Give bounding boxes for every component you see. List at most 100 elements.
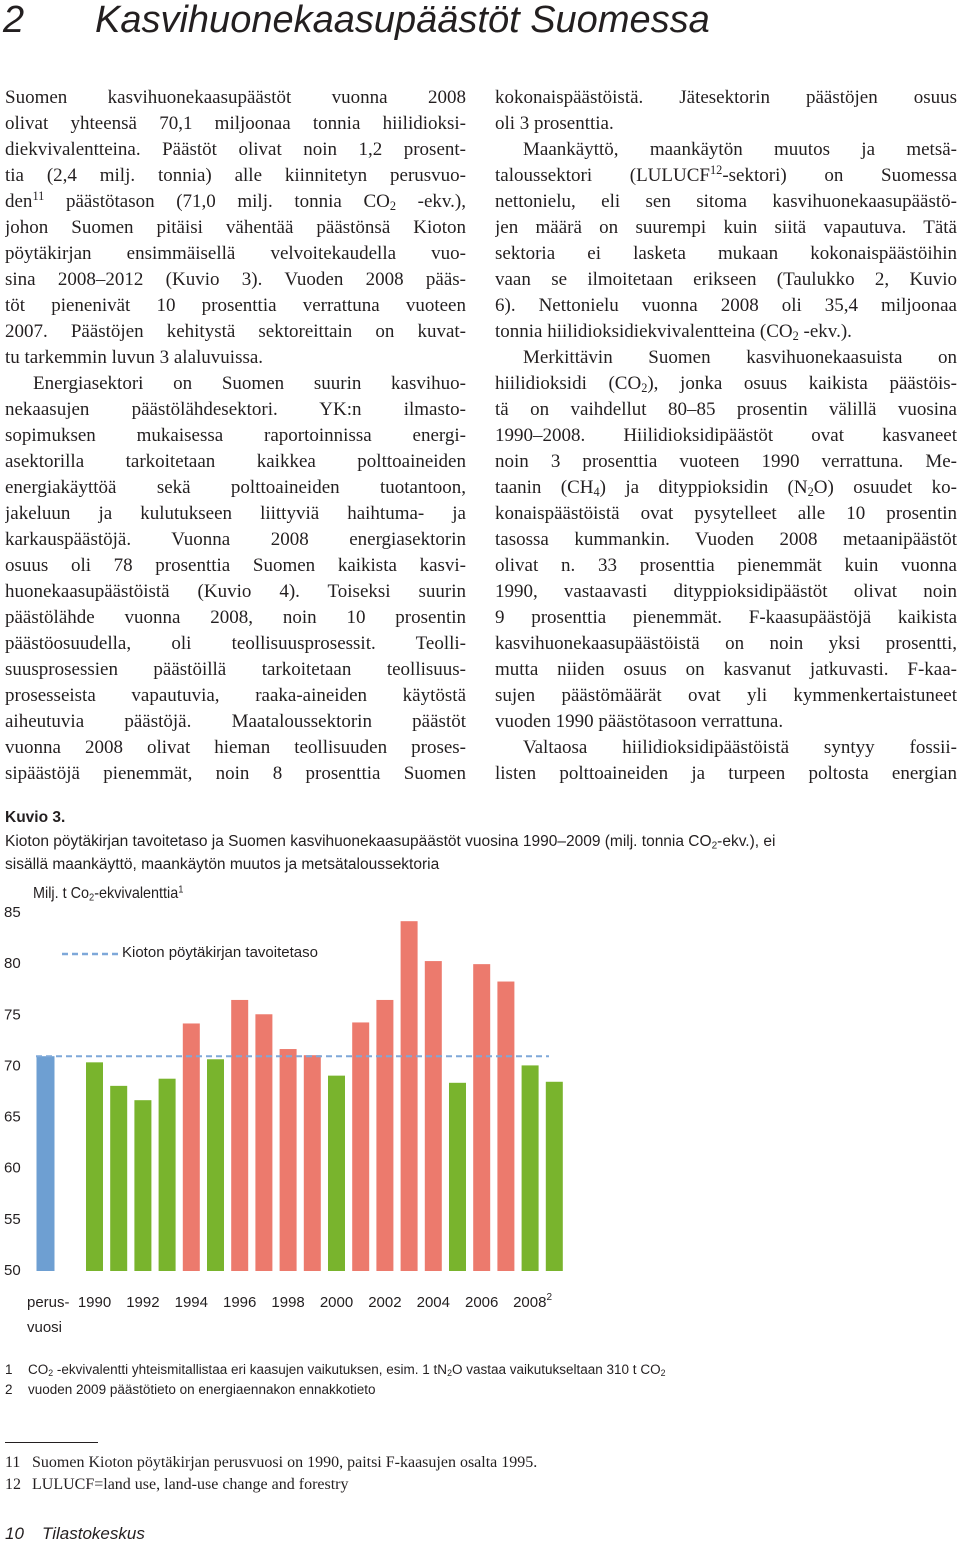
bar xyxy=(255,1014,273,1271)
text-line: hiilidioksidi (CO2), jonka osuus kaikist… xyxy=(495,371,957,397)
caption-line: sisällä maankäyttö, maankäytön muutos ja… xyxy=(5,853,775,876)
text-run: Merkittävin Suomen kasvihuonekaasuista o… xyxy=(523,347,957,368)
text-line: olivat n. 33 prosenttia pienemmät kuin v… xyxy=(495,553,957,579)
y-tick-label: 65 xyxy=(4,1109,21,1126)
text-line: oli 3 prosenttia. xyxy=(495,111,957,137)
bar xyxy=(207,1059,224,1271)
text-line: suusprosessien päästöillä tarkoitetaan t… xyxy=(5,657,466,683)
text-run: aiheutuvia päästöjä. Maataloussektorin p… xyxy=(5,711,466,732)
text-line: asektorilla tarkoitetaan kaikkea polttoa… xyxy=(5,449,466,475)
text-run: den xyxy=(5,191,33,212)
text-run: sisällä maankäyttö, maankäytön muutos ja… xyxy=(5,856,440,873)
text-run: päästölähde vuonna 2008, noin 10 prosent… xyxy=(5,607,466,628)
bar xyxy=(352,1022,370,1271)
x-tick-label: perus- xyxy=(27,1294,70,1311)
text-line: Energiasektori on Suomen suurin kasvihuo… xyxy=(5,371,466,397)
text-run: vuonna 2008 olivat hieman teollisuuden p… xyxy=(5,737,466,758)
text-line: jakeluun ja kulutukseen liittyviä haihtu… xyxy=(5,501,466,527)
footnote-number: 12 xyxy=(5,1476,21,1493)
text-line: vuonna 2008 olivat hieman teollisuuden p… xyxy=(5,735,466,761)
text-run: Kioton pöytäkirjan tavoitetaso ja Suomen… xyxy=(5,833,712,850)
text-line: listen polttoaineiden ja turpeen poltost… xyxy=(495,761,957,787)
bar xyxy=(424,961,442,1271)
text-run: päästötason (71,0 milj. tonnia CO xyxy=(44,191,390,212)
text-run: Milj. t Co xyxy=(33,885,90,902)
paragraph: Valtaosa hiilidioksidipäästöistä syntyy … xyxy=(495,735,957,787)
text-run: olivat yhteensä 70,1 miljoonaa tonnia hi… xyxy=(5,113,466,134)
text-line: Valtaosa hiilidioksidipäästöistä syntyy … xyxy=(495,735,957,761)
subscript: 2 xyxy=(807,485,814,500)
text-run: nettonielu, eli sen sitoma kasvihuonekaa… xyxy=(495,191,957,212)
text-run: pöytäkirjan ensimmäisellä velvoitekaudel… xyxy=(5,243,466,264)
text-run: -ekvivalenttia xyxy=(94,885,179,902)
text-line: sipäästöjä pienemmät, noin 8 prosenttia … xyxy=(5,761,466,787)
text-line: 2007. Päästöjen kehitystä sektoreittain … xyxy=(5,319,466,345)
text-run: sipäästöjä pienemmät, noin 8 prosenttia … xyxy=(5,763,466,784)
text-run: jen määrä on suurempi kuin siitä vapautu… xyxy=(495,217,957,238)
text-run: suusprosessien päästöillä tarkoitetaan t… xyxy=(5,659,466,680)
bar xyxy=(328,1075,345,1271)
text-run: ) ja dityppioksidin (N xyxy=(599,477,808,498)
bar xyxy=(521,1065,539,1271)
bar xyxy=(449,1082,466,1271)
figure-caption: Kioton pöytäkirjan tavoitetaso ja Suomen… xyxy=(5,830,775,876)
text-run: Valtaosa hiilidioksidipäästöistä syntyy … xyxy=(523,737,957,758)
text-run: sina 2008–2012 (Kuvio 3). Vuoden 2008 pä… xyxy=(5,269,466,290)
footnote-number: 11 xyxy=(5,1454,21,1471)
text-run: tonnia hiilidioksidiekvivalentteina (CO xyxy=(495,321,793,342)
text-line: den11 päästötason (71,0 milj. tonnia CO2… xyxy=(5,189,466,215)
text-run: kokonaispäästöistä. Jätesektorin päästöj… xyxy=(495,87,957,108)
text-line: tä on vaihdellut 80–85 prosentin välillä… xyxy=(495,397,957,423)
text-run: oli 3 prosenttia. xyxy=(495,113,614,134)
bar xyxy=(110,1085,128,1271)
figure-label: Kuvio 3. xyxy=(5,809,66,826)
text-run: energiakäyttöä sekä polttoaineiden tuota… xyxy=(5,477,466,498)
text-run: taloussektori (LULUCF xyxy=(495,165,710,186)
y-tick-label: 70 xyxy=(4,1057,21,1074)
text-run: vaan se ilmoitetaan erikseen (Taulukko 2… xyxy=(495,269,957,290)
bar xyxy=(231,999,249,1271)
text-line: vaan se ilmoitetaan erikseen (Taulukko 2… xyxy=(495,267,957,293)
text-column: Suomen kasvihuonekaasupäästöt vuonna 200… xyxy=(5,85,466,787)
subscript: 2 xyxy=(89,892,95,904)
text-run: -ekv.), ei xyxy=(717,833,776,850)
text-run: Maankäyttö, maankäytön muutos ja metsä- xyxy=(523,139,957,160)
text-line: 1990–2008. Hiilidioksidipäästöt ovat kas… xyxy=(495,423,957,449)
text-line: 6). Nettonielu vuonna 2008 oli 35,4 milj… xyxy=(495,293,957,319)
text-run: tia (2,4 milj. tonnia) alle kiinnitetyn … xyxy=(5,165,466,186)
bar xyxy=(86,1062,103,1271)
y-tick-label: 60 xyxy=(4,1160,21,1177)
footnote-text: LULUCF=land use, land-use change and for… xyxy=(32,1476,349,1493)
text-line: olivat yhteensä 70,1 miljoonaa tonnia hi… xyxy=(5,111,466,137)
bar xyxy=(303,1055,321,1271)
text-line: nettonielu, eli sen sitoma kasvihuonekaa… xyxy=(495,189,957,215)
x-tick-label: 1992 xyxy=(126,1294,159,1311)
text-line: taanin (CH4) ja dityppioksidin (N2O) osu… xyxy=(495,475,957,501)
text-line: konaispäästöistä ovat pysytelleet alle 1… xyxy=(495,501,957,527)
bar xyxy=(158,1078,176,1271)
text-run: -ekv.), xyxy=(396,191,466,212)
text-run: huonekaasupäästöistä (Kuvio 4). Toiseksi… xyxy=(5,581,466,602)
text-run: 2007. Päästöjen kehitystä sektoreittain … xyxy=(5,321,466,342)
text-line: töt pienenivät 10 prosenttia verrattuna … xyxy=(5,293,466,319)
bar xyxy=(279,1049,297,1271)
text-run: olivat n. 33 prosenttia pienemmät kuin v… xyxy=(495,555,957,576)
paragraph: Maankäyttö, maankäytön muutos ja metsä-t… xyxy=(495,137,957,345)
x-tick-label-text: 2008 xyxy=(513,1294,546,1311)
x-tick-label: 1996 xyxy=(223,1294,256,1311)
text-line: sina 2008–2012 (Kuvio 3). Vuoden 2008 pä… xyxy=(5,267,466,293)
x-tick-label: 2006 xyxy=(465,1294,498,1311)
text-line: aiheutuvia päästöjä. Maataloussektorin p… xyxy=(5,709,466,735)
text-line: sopimuksen mukaisessa raportoinnissa ene… xyxy=(5,423,466,449)
text-line: johon Suomen pitäisi vähentää päästönsä … xyxy=(5,215,466,241)
y-axis-title: Milj. t Co2-ekvivalenttia1 xyxy=(33,885,183,904)
subscript: 2 xyxy=(641,381,648,396)
text-run: -ekv.). xyxy=(798,321,852,342)
x-tick-label: 1990 xyxy=(78,1294,111,1311)
subscript: 2 xyxy=(447,1368,452,1379)
footnote-text: Suomen Kioton pöytäkirjan perusvuosi on … xyxy=(32,1454,538,1471)
text-run: 1990, vastaavasti dityppioksidipäästöt o… xyxy=(495,581,957,602)
text-run: johon Suomen pitäisi vähentää päästönsä … xyxy=(5,217,466,238)
subscript: 4 xyxy=(593,485,600,500)
